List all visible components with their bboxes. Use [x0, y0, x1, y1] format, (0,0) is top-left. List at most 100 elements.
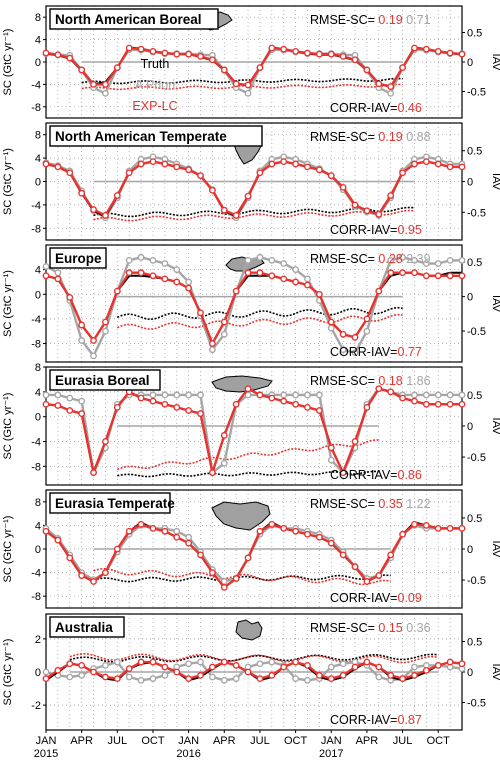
series-apriori-point [66, 394, 74, 402]
iav-tick-label: -0.5 [467, 326, 486, 338]
series-exp-point [304, 530, 311, 538]
series-exp-point [232, 575, 240, 582]
panel-grid [45, 245, 463, 362]
series-exp-point [149, 47, 157, 55]
series-exp-point [66, 660, 74, 668]
series-exp-point [125, 269, 133, 277]
series-apriori-point [434, 391, 442, 399]
series-apriori-point [220, 330, 228, 338]
legend-apriori: A Priori [135, 78, 175, 92]
series-exp-point [256, 169, 264, 177]
series-exp-point [161, 49, 169, 57]
series-exp-point [125, 665, 133, 673]
series-exp-point [446, 524, 454, 532]
series-exp-point [161, 527, 169, 535]
series-apriori-point [280, 391, 288, 399]
series-exp-point [208, 569, 216, 576]
series-exp-point [185, 166, 193, 174]
panel-frame [45, 244, 463, 363]
series-exp-point [327, 50, 335, 58]
series-exp-point [78, 321, 86, 329]
series-exp-point [197, 309, 204, 317]
series-exp-point [434, 272, 442, 280]
rmse-label: RMSE-SC= 0.15 0.36 [310, 621, 431, 635]
series-exp-point [434, 160, 442, 168]
series-exp-point [339, 53, 347, 60]
y-tick-label: -4 [31, 79, 41, 91]
rmse-label: RMSE-SC= 0.35 1.22 [310, 497, 431, 511]
series-apriori-point [173, 527, 181, 535]
series-exp-point [351, 438, 359, 445]
series-exp-point [185, 50, 193, 58]
series-apriori-point [422, 391, 430, 399]
series-exp-point [78, 66, 86, 74]
series-apriori-point [339, 346, 347, 354]
x-tick-label: JUL [108, 735, 128, 747]
rmse-label: RMSE-SC= 0.18 1.86 [310, 374, 431, 388]
corr-value: 0.95 [398, 223, 422, 237]
series-exp-point [292, 658, 299, 666]
iav-tick-label: 0 [467, 292, 473, 304]
corr-prefix: CORR-IAV= [330, 713, 398, 727]
left-axis-label: SC (GtC yr⁻¹) [2, 29, 14, 96]
series-exp-point [363, 403, 371, 411]
series-exp-point [173, 163, 181, 171]
rmse-label: RMSE-SC= 0.19 0.71 [310, 13, 431, 27]
series-exp-point [387, 192, 395, 199]
series-exp-point [113, 403, 121, 411]
series-exp-point [422, 666, 430, 674]
series-apriori-point [387, 89, 395, 97]
series-apriori-point [102, 661, 109, 669]
series-apriori-point [102, 327, 109, 335]
series-exp-point [42, 400, 50, 408]
corr-prefix: CORR-IAV= [330, 223, 398, 237]
series-exp-point [125, 169, 133, 177]
series-apriori-point [208, 673, 216, 681]
series-exp-point [446, 49, 454, 57]
series-exp-point [149, 158, 157, 166]
series-exp-point [399, 675, 406, 683]
series-exp-point [220, 583, 228, 591]
series-exp-point [422, 522, 430, 529]
series-exp-point [54, 666, 62, 674]
series-exp-point [161, 400, 169, 408]
series-exp-point [197, 53, 204, 60]
series-exp-point [292, 47, 299, 55]
panel-title: Australia [55, 620, 113, 635]
series-exp-point [90, 469, 97, 476]
corr-label: CORR-IAV=0.86 [330, 468, 422, 482]
rmse-apriori-value: 0.36 [403, 621, 431, 635]
x-tick-label: JUL [250, 735, 270, 747]
series-apriori-point [78, 671, 86, 679]
iav-tick-label: 0.5 [467, 257, 482, 269]
x-tick-label: OCT [141, 735, 165, 747]
series-exp-point [232, 287, 240, 295]
series-exp-point [232, 400, 240, 408]
x-tick-label: JAN [178, 735, 199, 747]
series-apriori-point [399, 253, 406, 261]
series-apriori-point [434, 260, 442, 267]
series-exp-point [137, 520, 145, 528]
series-exp-point [78, 410, 86, 417]
series-exp-point [268, 272, 276, 280]
series-apriori-point [137, 253, 145, 261]
corr-value: 0.77 [398, 345, 422, 359]
series-exp-point [208, 663, 216, 671]
series-apriori-point [149, 675, 157, 683]
y-tick-label: 4 [35, 520, 41, 532]
series-exp-point [268, 44, 276, 52]
series-exp-line [45, 522, 462, 590]
series-apriori-point [125, 673, 133, 681]
rmse-exp-value: 0.15 [375, 621, 403, 635]
series-apriori-point [387, 256, 395, 264]
left-axis-label: SC (GtC yr⁻¹) [2, 393, 14, 460]
series-apriori-point [232, 675, 240, 683]
series-exp-point [351, 333, 359, 341]
series-apriori-point [411, 663, 418, 671]
left-axis-label: SC (GtC yr⁻¹) [2, 639, 14, 706]
series-exp-point [363, 207, 371, 215]
rmse-exp-value: 0.28 [375, 252, 403, 266]
series-exp-point [292, 278, 299, 286]
rmse-apriori-value: 0.71 [403, 13, 431, 27]
series-apriori-point [173, 266, 181, 274]
